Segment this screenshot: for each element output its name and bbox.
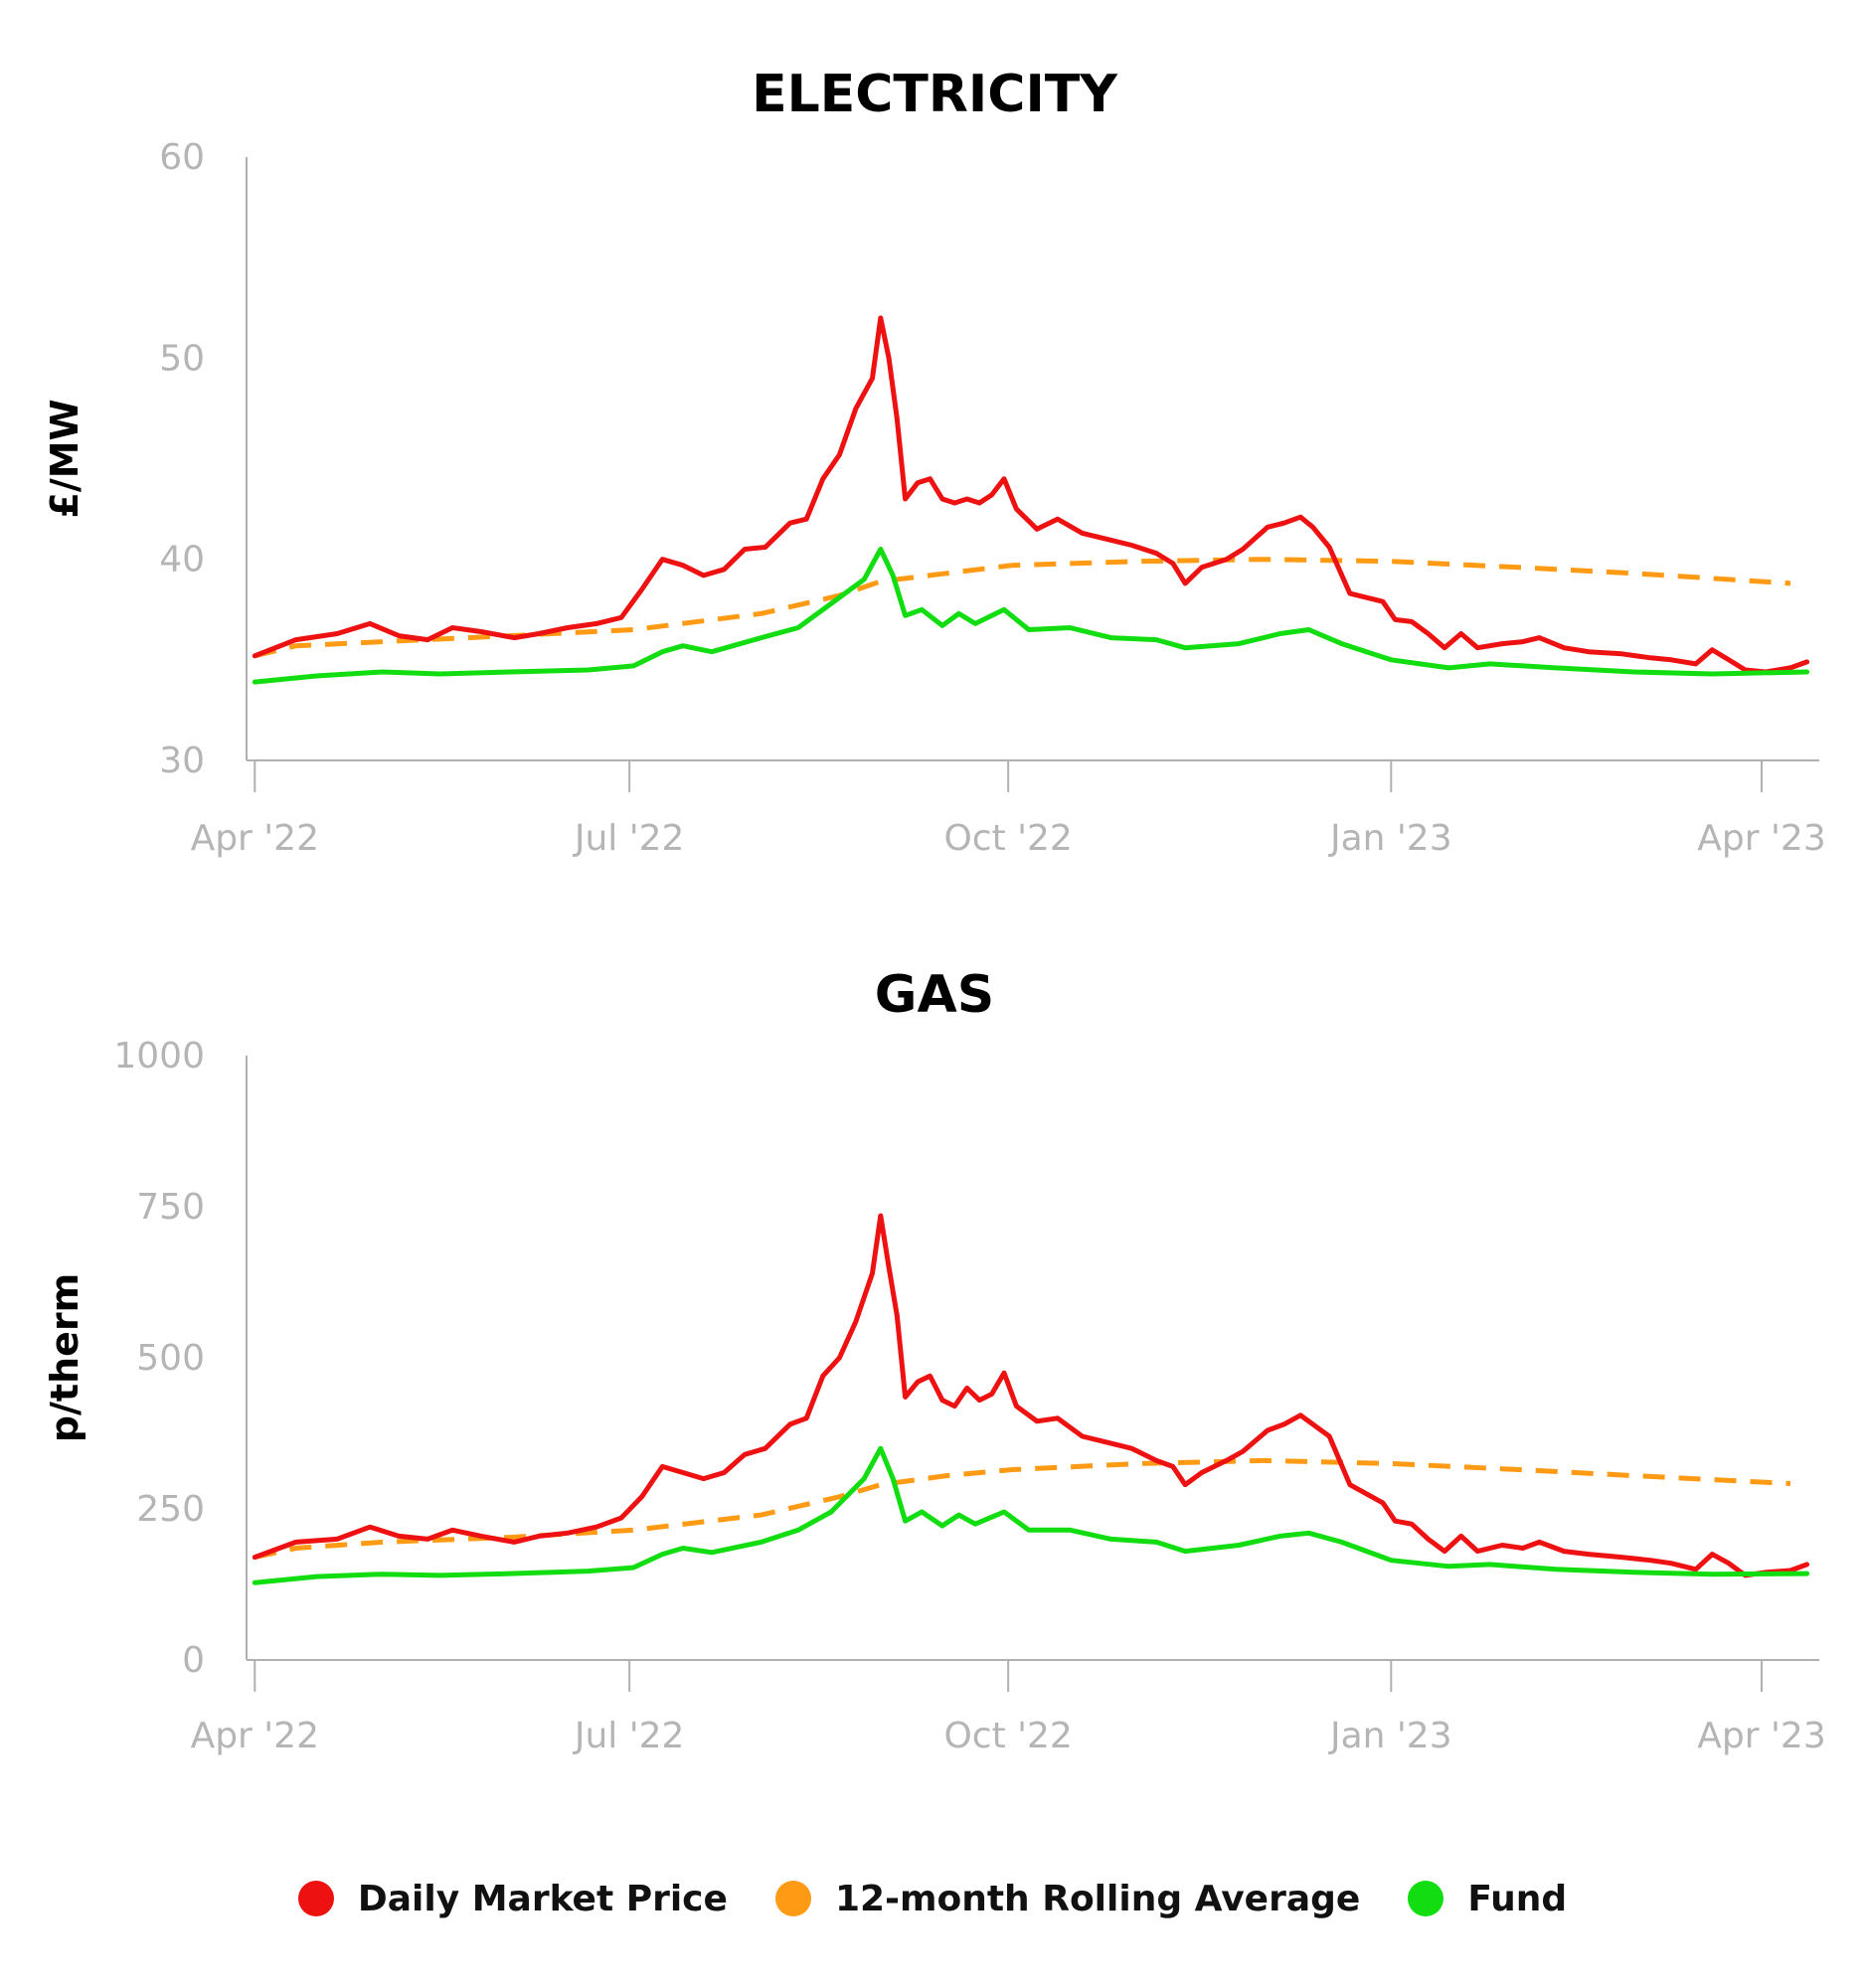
x-tick-label: Jan '23 — [1328, 1716, 1452, 1756]
legend-item-fund: Fund — [1408, 1879, 1567, 1919]
legend-item-rolling-average: 12-month Rolling Average — [774, 1878, 1361, 1919]
gas-chart: GAS p/therm 0 250 500 750 1000 Apr '22 Jul '22 Oc… — [43, 965, 1826, 1756]
y-tick-label: 500 — [136, 1338, 205, 1379]
series-line-daily-market-price — [252, 315, 1810, 675]
x-tick-label: Apr '23 — [1697, 818, 1825, 859]
x-tick-label: Apr '22 — [191, 818, 319, 859]
y-axis-label: p/therm — [43, 1273, 86, 1442]
legend-label: Fund — [1467, 1878, 1568, 1919]
legend: Daily Market Price 12-month Rolling Aver… — [0, 1869, 1865, 1928]
y-tick-label: 750 — [136, 1187, 205, 1228]
legend-item-daily-market-price: Daily Market Price — [297, 1878, 728, 1919]
x-tick-label: Jul '22 — [573, 1716, 685, 1756]
y-tick-label: 40 — [159, 540, 205, 580]
y-tick-label: 0 — [182, 1640, 205, 1681]
legend-label: 12-month Rolling Average — [834, 1878, 1361, 1919]
series-line-daily-market-price — [252, 1213, 1810, 1578]
x-tick-label: Apr '23 — [1697, 1716, 1825, 1756]
y-tick-label: 50 — [159, 338, 205, 379]
x-tick-label: Apr '22 — [191, 1716, 319, 1756]
chart-title: GAS — [875, 965, 994, 1025]
series-line-fund — [252, 547, 1810, 685]
y-tick-label: 30 — [159, 741, 205, 781]
chart-title: ELECTRICITY — [752, 65, 1118, 124]
x-tick-label: Jul '22 — [573, 818, 685, 859]
y-tick-label: 60 — [159, 137, 205, 178]
legend-dot-green — [1408, 1881, 1444, 1916]
y-tick-label: 1000 — [113, 1036, 205, 1077]
series-line-fund — [252, 1445, 1810, 1585]
y-tick-label: 250 — [136, 1489, 205, 1530]
electricity-chart: ELECTRICITY £/MW 30 40 50 60 Apr '22 Jul '22 Oct… — [43, 65, 1826, 859]
x-tick-label: Oct '22 — [943, 818, 1072, 859]
legend-label: Daily Market Price — [357, 1878, 728, 1919]
x-tick-label: Oct '22 — [943, 1716, 1072, 1756]
series-line-12-month-rolling-average — [254, 557, 1791, 659]
legend-dot-orange — [774, 1881, 811, 1916]
legend-dot-red — [297, 1881, 334, 1916]
x-tick-label: Jan '23 — [1328, 818, 1452, 859]
series-line-12-month-rolling-average — [254, 1457, 1791, 1561]
y-axis-label: £/MW — [43, 399, 86, 518]
